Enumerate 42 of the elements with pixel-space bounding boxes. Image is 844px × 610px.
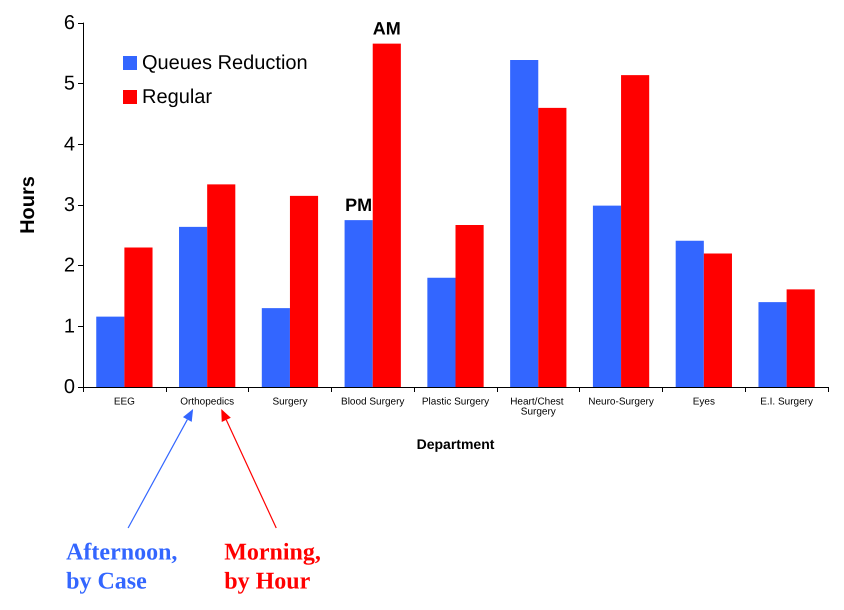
bar [372, 44, 401, 387]
bar [427, 278, 456, 387]
x-tick-label: Neuro-Surgery [588, 396, 654, 408]
annotation: AM [372, 18, 401, 39]
bar [510, 60, 538, 387]
x-tick-label: Plastic Surgery [422, 396, 490, 408]
bar [592, 206, 622, 387]
x-tick-label: Orthopedics [180, 396, 234, 408]
bar [758, 302, 787, 387]
x-tick-label: Heart/Chest Surgery [510, 396, 566, 418]
y-tick-label: 4 [64, 133, 75, 156]
y-tick-label: 6 [64, 12, 75, 34]
text: Afternoon, by Case [66, 540, 178, 594]
bar [538, 108, 566, 387]
bar [621, 75, 650, 387]
y-tick-label: 5 [64, 72, 75, 95]
y-tick-label: 2 [64, 254, 75, 277]
bar [179, 226, 208, 387]
y-tick-label: 1 [64, 315, 75, 338]
legend-label: Regular [142, 86, 212, 108]
bar [676, 240, 704, 387]
text: Morning, by Hour [224, 540, 321, 594]
x-tick-label: Surgery [272, 396, 308, 408]
bar [96, 316, 124, 387]
bar [262, 308, 290, 387]
bar [124, 247, 153, 387]
bar [456, 225, 484, 387]
x-tick-label: Eyes [692, 396, 715, 408]
bar [207, 184, 236, 387]
annotation: PM [345, 195, 372, 216]
x-tick-label: EEG [114, 396, 136, 408]
x-axis-title: Department [416, 436, 495, 452]
y-tick-label: 0 [64, 376, 75, 398]
x-tick-label: Blood Surgery [341, 396, 404, 408]
legend-label: Queues Reduction [142, 52, 308, 74]
bar [344, 220, 373, 387]
bar [786, 289, 815, 387]
bar [704, 254, 732, 387]
bar [290, 196, 318, 387]
y-tick-label: 3 [64, 194, 75, 216]
y-axis-title: Hours [17, 176, 39, 234]
x-tick-label: E.I. Surgery [760, 396, 814, 408]
